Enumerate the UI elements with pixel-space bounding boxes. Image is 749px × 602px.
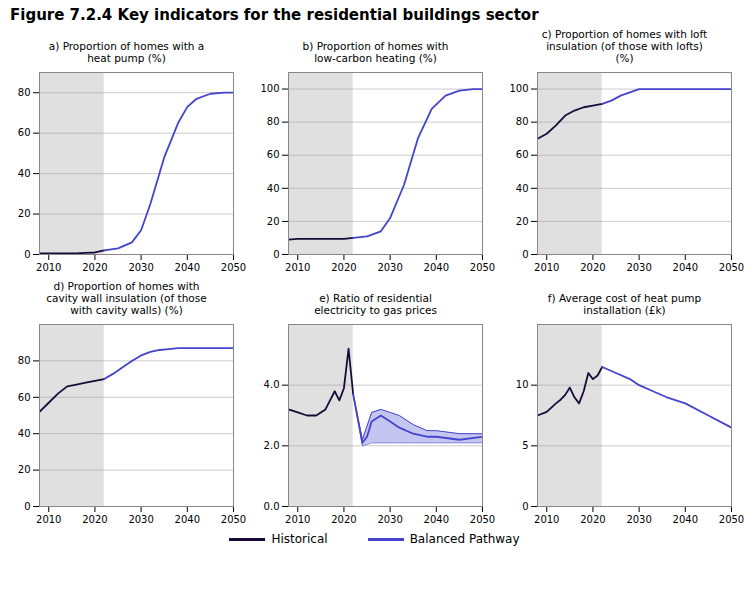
svg-text:40: 40 xyxy=(266,183,279,194)
svg-text:60: 60 xyxy=(17,392,30,403)
svg-text:40: 40 xyxy=(515,183,528,194)
svg-text:2010: 2010 xyxy=(534,262,559,273)
svg-text:2030: 2030 xyxy=(377,262,402,273)
html-text:b) Proportion of homes with lo: b) Proportion of homes with low-carbon h… xyxy=(302,40,449,64)
svg-text:2030: 2030 xyxy=(128,262,153,273)
svg-text:100: 100 xyxy=(509,83,528,94)
html-text:Balanced Pathway: Balanced Pathway xyxy=(409,532,520,546)
svg-text:2030: 2030 xyxy=(377,514,402,525)
svg-text:2050: 2050 xyxy=(718,514,743,525)
svg-text:0: 0 xyxy=(24,501,30,512)
svg-text:80: 80 xyxy=(515,116,528,127)
svg-text:20: 20 xyxy=(17,464,30,475)
svg-text:2040: 2040 xyxy=(672,514,697,525)
svg-text:60: 60 xyxy=(266,149,279,160)
svg-text:2050: 2050 xyxy=(220,262,245,273)
svg-text:2030: 2030 xyxy=(128,514,153,525)
svg-text:80: 80 xyxy=(17,355,30,366)
svg-text:2050: 2050 xyxy=(220,514,245,525)
svg-text:2050: 2050 xyxy=(469,514,494,525)
svg-text:80: 80 xyxy=(17,87,30,98)
svg-text:2.0: 2.0 xyxy=(263,440,279,451)
svg-text:100: 100 xyxy=(260,83,279,94)
svg-text:2050: 2050 xyxy=(469,262,494,273)
html-text:a) Proportion of homes with a: a) Proportion of homes with a heat pump … xyxy=(48,40,205,64)
svg-text:5: 5 xyxy=(522,440,528,451)
svg-text:0: 0 xyxy=(522,249,528,260)
svg-text:2030: 2030 xyxy=(626,262,651,273)
svg-text:60: 60 xyxy=(515,149,528,160)
svg-text:2020: 2020 xyxy=(82,262,107,273)
svg-text:20: 20 xyxy=(266,216,279,227)
svg-text:2010: 2010 xyxy=(534,514,559,525)
svg-text:2050: 2050 xyxy=(718,262,743,273)
svg-text:10: 10 xyxy=(515,379,528,390)
svg-text:2040: 2040 xyxy=(423,262,448,273)
html-text:Historical: Historical xyxy=(271,532,328,546)
svg-text:2020: 2020 xyxy=(580,514,605,525)
svg-text:0: 0 xyxy=(522,501,528,512)
svg-text:2010: 2010 xyxy=(36,262,61,273)
svg-text:2020: 2020 xyxy=(331,514,356,525)
svg-text:40: 40 xyxy=(17,168,30,179)
svg-text:20: 20 xyxy=(515,216,528,227)
svg-text:60: 60 xyxy=(17,127,30,138)
html-text:e) Ratio of residential electr: e) Ratio of residential electricity to g… xyxy=(314,292,437,316)
svg-text:80: 80 xyxy=(266,116,279,127)
svg-text:2010: 2010 xyxy=(285,514,310,525)
svg-text:2030: 2030 xyxy=(626,514,651,525)
svg-text:2020: 2020 xyxy=(82,514,107,525)
svg-text:2040: 2040 xyxy=(174,262,199,273)
svg-text:2040: 2040 xyxy=(174,514,199,525)
svg-text:2010: 2010 xyxy=(36,514,61,525)
svg-text:0: 0 xyxy=(273,249,279,260)
svg-text:2040: 2040 xyxy=(423,514,448,525)
svg-text:40: 40 xyxy=(17,428,30,439)
svg-text:2020: 2020 xyxy=(331,262,356,273)
html-text:Figure 7.2.4 Key indicators fo: Figure 7.2.4 Key indicators for the resi… xyxy=(10,6,539,24)
svg-text:2040: 2040 xyxy=(672,262,697,273)
html-text:d) Proportion of homes with ca: d) Proportion of homes with cavity wall … xyxy=(46,280,207,316)
html-text:f) Average cost of heat pump i: f) Average cost of heat pump installatio… xyxy=(547,292,702,316)
svg-text:4.0: 4.0 xyxy=(263,379,279,390)
html-text:c) Proportion of homes with lo: c) Proportion of homes with loft insulat… xyxy=(541,28,708,64)
svg-text:2010: 2010 xyxy=(285,262,310,273)
svg-text:2020: 2020 xyxy=(580,262,605,273)
svg-text:0: 0 xyxy=(24,249,30,260)
svg-text:20: 20 xyxy=(17,208,30,219)
svg-text:0.0: 0.0 xyxy=(263,501,279,512)
